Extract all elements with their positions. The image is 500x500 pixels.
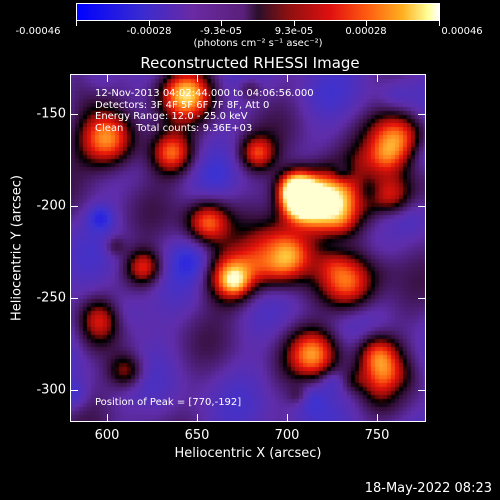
colorbar-label: -9.3e-05 [200, 26, 242, 37]
info-time-range: 12-Nov-2013 04:02:44.000 to 04:06:56.000 [95, 88, 314, 99]
colorbar-tick [149, 21, 150, 26]
y-tick [418, 206, 426, 207]
x-tick-label: 600 [94, 428, 120, 443]
colorbar-units: (photons cm⁻² s⁻¹ asec⁻²) [193, 38, 323, 49]
colorbar-tick [366, 21, 367, 26]
observation-info: 12-Nov-2013 04:02:44.000 to 04:06:56.000… [95, 88, 314, 134]
x-tick [107, 414, 108, 422]
plot-title: Reconstructed RHESSI Image [140, 54, 360, 72]
colorbar-label: -0.00028 [126, 26, 172, 37]
y-tick [418, 298, 426, 299]
colorbar-tick [221, 21, 222, 26]
colorbar-tick [439, 21, 440, 26]
x-axis-title: Heliocentric X (arcsec) [174, 446, 322, 461]
x-tick-label: 700 [274, 428, 300, 443]
y-tick-label: -200 [36, 198, 66, 214]
x-tick [197, 74, 198, 82]
colorbar-label: 0.00028 [345, 26, 387, 37]
x-tick-label: 650 [184, 428, 210, 443]
y-tick [418, 114, 426, 115]
colorbar [76, 3, 440, 21]
y-tick [70, 206, 78, 207]
y-tick [70, 298, 78, 299]
colorbar-label: 9.3e-05 [274, 26, 314, 37]
x-tick [287, 74, 288, 82]
rhessi-image [71, 75, 425, 421]
y-tick-label: -300 [36, 382, 66, 398]
x-tick [377, 74, 378, 82]
x-tick-label: 750 [364, 428, 390, 443]
colorbar-label: 0.00046 [441, 26, 483, 37]
peak-position: Position of Peak = [770,-192] [95, 397, 242, 408]
info-energy-range: Energy Range: 12.0 - 25.0 keV [95, 111, 248, 122]
info-detectors: Detectors: 3F 4F 5F 6F 7F 8F, Att 0 [95, 99, 270, 111]
colorbar-label: -0.00046 [15, 26, 61, 37]
colorbar-tick [76, 21, 77, 26]
y-tick-label: -250 [36, 290, 66, 306]
colorbar-tick [294, 21, 295, 26]
info-algorithm: Clean Total counts: 9.36E+03 [95, 122, 253, 134]
date-stamp: 18-May-2022 08:23 [364, 481, 492, 496]
y-axis-title: Heliocentric Y (arcsec) [9, 175, 25, 321]
x-tick [287, 414, 288, 422]
x-tick [197, 414, 198, 422]
x-tick [107, 74, 108, 82]
y-tick-label: -150 [36, 106, 66, 122]
y-tick [418, 390, 426, 391]
y-tick [70, 114, 78, 115]
image-panel [70, 74, 426, 422]
y-tick [70, 390, 78, 391]
x-tick [377, 414, 378, 422]
